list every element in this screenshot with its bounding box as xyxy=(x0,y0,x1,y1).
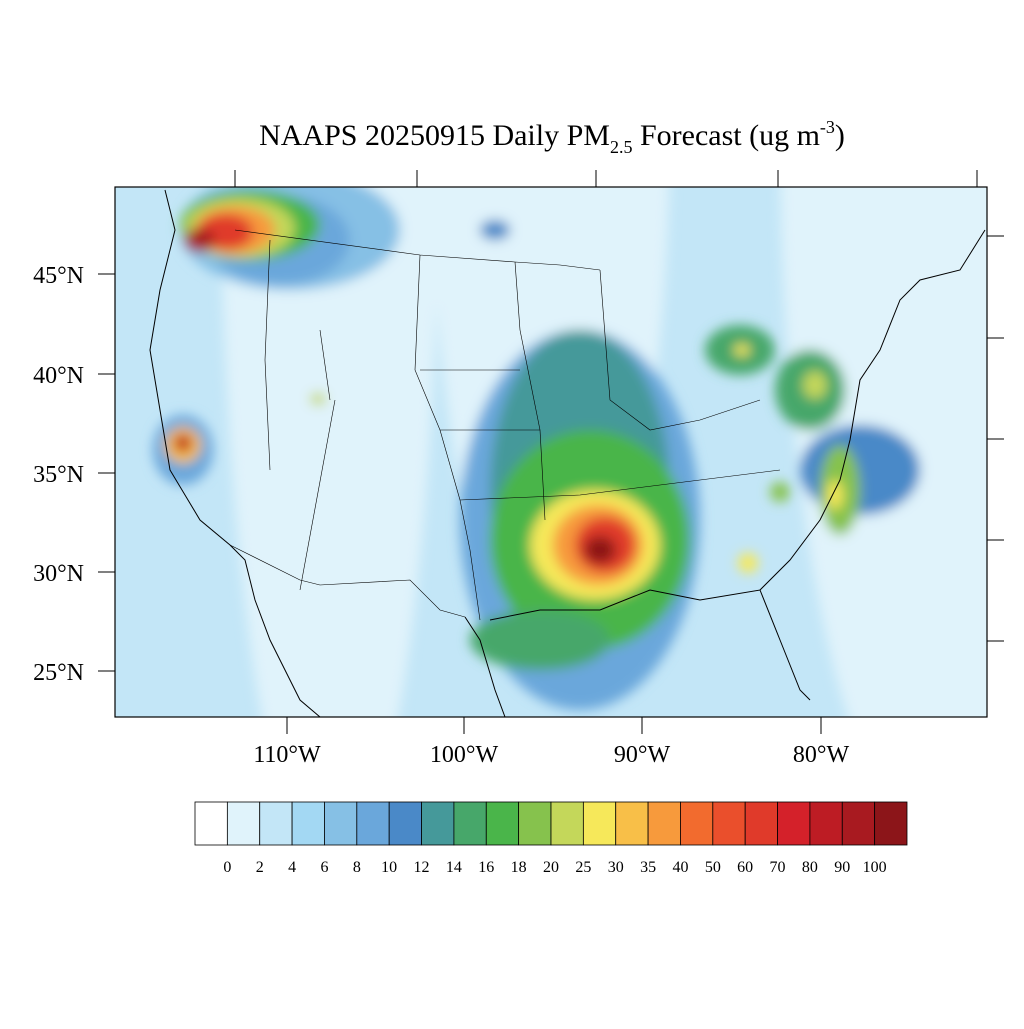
colorbar-box xyxy=(194,801,228,846)
colorbar-label: 80 xyxy=(802,859,818,876)
colorbar: 0 2 4 6 8 10 12 14 16 18 20 25 30 35 40 50 60 70 80 90 100 xyxy=(194,801,908,876)
colorbar-label: 10 xyxy=(381,859,397,876)
colorbar-box xyxy=(744,801,778,846)
concentration-patch xyxy=(470,610,610,670)
latitude-label: 45°N xyxy=(33,263,84,289)
colorbar-box xyxy=(453,801,487,846)
colorbar-box xyxy=(356,801,390,846)
map-frame xyxy=(114,186,988,718)
colorbar-box xyxy=(550,801,584,846)
colorbar-label: 40 xyxy=(672,859,688,876)
colorbar-box xyxy=(647,801,681,846)
colorbar-box xyxy=(388,801,422,846)
colorbar-label: 50 xyxy=(705,859,721,876)
title-main: NAAPS 20250915 Daily PM xyxy=(259,119,610,152)
colorbar-label: 20 xyxy=(543,859,559,876)
colorbar-box xyxy=(518,801,552,846)
colorbar-label: 60 xyxy=(737,859,753,876)
concentration-patch xyxy=(220,187,440,717)
concentration-patch xyxy=(310,393,326,405)
gulf-east-coast xyxy=(464,229,986,717)
concentration-patch xyxy=(480,220,510,240)
colorbar-label: 35 xyxy=(640,859,656,876)
colorbar-box xyxy=(324,801,358,846)
title-subscript: 2.5 xyxy=(610,137,633,157)
longitude-label: 80°W xyxy=(793,742,850,768)
concentration-patch xyxy=(770,482,790,502)
map-area xyxy=(115,187,987,717)
colorbar-label: 0 xyxy=(223,859,231,876)
frame-ticks xyxy=(98,170,1004,734)
coastlines xyxy=(149,189,986,717)
colorbar-box xyxy=(874,801,908,846)
colorbar-label: 70 xyxy=(770,859,786,876)
colorbar-box xyxy=(777,801,811,846)
title-end: ) xyxy=(835,119,845,152)
latitude-label: 30°N xyxy=(33,561,84,587)
colorbar-label: 6 xyxy=(320,859,328,876)
colorbar-label: 90 xyxy=(834,859,850,876)
colorbar-box xyxy=(421,801,455,846)
colorbar-label: 12 xyxy=(414,859,430,876)
concentration-patch xyxy=(584,536,616,564)
colorbar-box xyxy=(226,801,261,846)
longitude-label: 110°W xyxy=(253,742,321,768)
west-coast xyxy=(149,189,321,717)
concentration-patch xyxy=(734,344,750,356)
colorbar-box xyxy=(485,801,520,846)
concentration-patch xyxy=(738,553,758,573)
latitude-label: 25°N xyxy=(33,660,84,686)
longitude-label: 100°W xyxy=(430,742,499,768)
map-title: NAAPS 20250915 Daily PM2.5 Forecast (ug … xyxy=(259,117,845,157)
colorbar-box xyxy=(615,801,649,846)
concentration-patch xyxy=(185,228,215,252)
colorbar-label: 8 xyxy=(353,859,361,876)
state-lines xyxy=(229,229,781,621)
latitude-label: 35°N xyxy=(33,462,84,488)
colorbar-box xyxy=(680,801,714,846)
colorbar-label: 4 xyxy=(288,859,296,876)
latitude-label: 40°N xyxy=(33,363,84,389)
concentration-patch xyxy=(803,371,827,399)
concentration-patch xyxy=(800,425,920,515)
concentration-patch xyxy=(827,480,843,510)
colorbar-box xyxy=(582,801,617,846)
concentration-patch xyxy=(174,434,192,452)
colorbar-box xyxy=(841,801,876,846)
colorbar-label: 18 xyxy=(511,859,527,876)
colorbar-label: 25 xyxy=(575,859,591,876)
colorbar-label: 16 xyxy=(478,859,494,876)
colorbar-label: 14 xyxy=(446,859,462,876)
colorbar-box xyxy=(291,801,325,846)
colorbar-box xyxy=(259,801,293,846)
colorbar-box xyxy=(809,801,843,846)
borders xyxy=(229,229,781,621)
colorbar-label: 100 xyxy=(863,859,887,876)
colorbar-label: 30 xyxy=(608,859,624,876)
colorbar-label: 2 xyxy=(256,859,264,876)
concentration-field xyxy=(153,187,987,717)
title-superscript: -3 xyxy=(820,117,835,137)
colorbar-box xyxy=(712,801,746,846)
longitude-label: 90°W xyxy=(614,742,671,768)
title-middle: Forecast (ug m xyxy=(632,119,819,152)
